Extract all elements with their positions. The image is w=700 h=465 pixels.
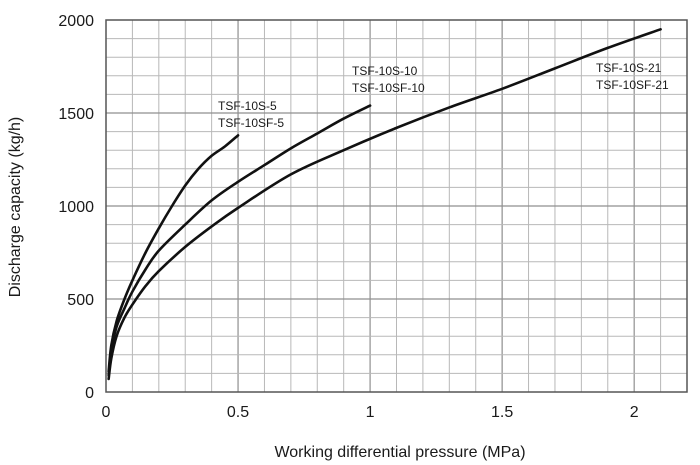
y-axis-title: Discharge capacity (kg/h) bbox=[7, 117, 24, 298]
series-label-1-line-2: TSF-10SF-5 bbox=[218, 116, 284, 130]
y-tick-label: 0 bbox=[85, 385, 94, 402]
series-label-1-line-1: TSF-10S-5 bbox=[218, 99, 277, 113]
series-label-2-line-1: TSF-10S-10 bbox=[352, 64, 418, 78]
x-axis-title: Working differential pressure (MPa) bbox=[274, 444, 525, 461]
x-tick-label: 0 bbox=[102, 404, 111, 421]
x-tick-label: 1 bbox=[366, 404, 375, 421]
series-line-3 bbox=[107, 28, 662, 381]
x-tick-label: 2 bbox=[630, 404, 639, 421]
y-tick-label: 1500 bbox=[58, 106, 94, 123]
tick-labels: 0 0.5 1 1.5 2 0 500 1000 1500 2000 bbox=[58, 13, 638, 421]
y-tick-label: 1000 bbox=[58, 199, 94, 216]
series-line-1 bbox=[107, 134, 240, 373]
x-tick-label: 1.5 bbox=[491, 404, 513, 421]
series-group bbox=[107, 28, 662, 381]
series-label-3-line-1: TSF-10S-21 bbox=[596, 61, 662, 75]
series-label-1: TSF-10S-5 TSF-10SF-5 bbox=[218, 99, 284, 130]
series-label-2: TSF-10S-10 TSF-10SF-10 bbox=[352, 64, 425, 95]
y-tick-label: 500 bbox=[67, 292, 94, 309]
plot-border bbox=[105, 19, 688, 393]
x-tick-label: 0.5 bbox=[227, 404, 249, 421]
series-line-2 bbox=[107, 104, 372, 377]
series-label-3: TSF-10S-21 TSF-10SF-21 bbox=[596, 61, 669, 92]
series-label-3-line-2: TSF-10SF-21 bbox=[596, 78, 669, 92]
plot-frame bbox=[105, 19, 688, 393]
y-tick-label: 2000 bbox=[58, 13, 94, 30]
series-label-2-line-2: TSF-10SF-10 bbox=[352, 81, 425, 95]
grid bbox=[106, 20, 687, 392]
